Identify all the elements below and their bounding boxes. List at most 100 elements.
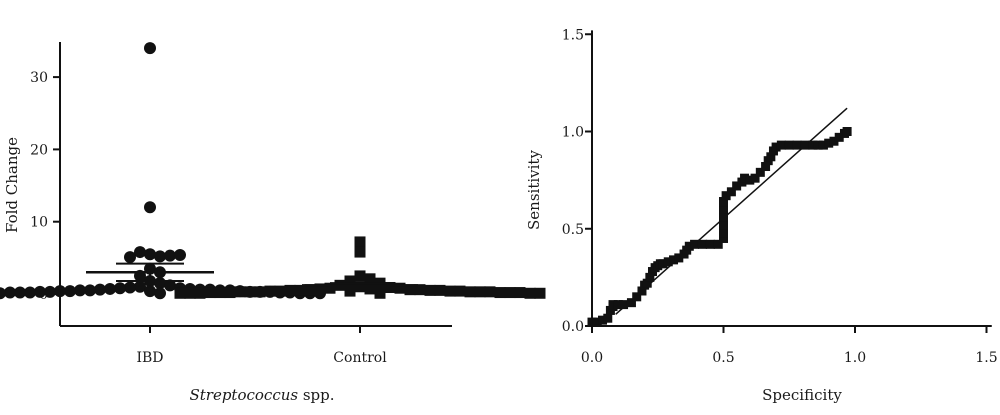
roc-data-point — [705, 239, 715, 249]
x-tick-label: IBD — [136, 350, 163, 366]
fold-change-dot-plot: 0102030IBDControlFold ChangeStreptococcu… — [0, 42, 546, 404]
roc-data-point — [842, 127, 852, 136]
roc-data-point — [719, 233, 728, 243]
roc-data-point — [834, 132, 844, 142]
ibd-data-point — [154, 287, 166, 300]
control-data-point — [464, 286, 476, 298]
control-data-point — [364, 283, 376, 295]
control-data-point — [304, 284, 316, 296]
control-data-point — [494, 287, 506, 299]
control-data-point — [484, 286, 496, 298]
control-data-point — [274, 285, 286, 297]
roc-data-point — [719, 204, 728, 214]
y-tick-label: 20 — [30, 142, 48, 158]
roc-data-point — [684, 241, 694, 251]
control-data-point — [414, 284, 426, 296]
ibd-data-point — [104, 282, 116, 295]
roc-data-point — [719, 212, 728, 222]
roc-data-point — [669, 255, 679, 265]
ibd-data-point — [124, 281, 136, 294]
ibd-data-point — [0, 287, 6, 300]
ibd-data-point — [44, 285, 56, 298]
control-data-point — [344, 275, 356, 287]
y-axis-title: Fold Change — [3, 137, 21, 233]
ibd-data-point — [64, 285, 76, 298]
roc-data-point — [697, 239, 707, 249]
roc-curve-chart: 0.0 0.5 1.0 1.5 0.0 0.5 1.0 1.5 Sensitivity Speci… — [525, 27, 998, 404]
roc-data-point — [732, 181, 742, 191]
ibd-data-point — [164, 249, 176, 262]
roc-data-point — [776, 140, 786, 150]
roc-data-point — [800, 140, 810, 150]
control-data-point — [374, 287, 386, 299]
roc-data-point — [818, 140, 828, 150]
roc-data-point — [719, 220, 728, 230]
roc-data-point — [713, 239, 723, 249]
roc-data-point — [740, 173, 750, 183]
x-tick-label: 1.5 — [975, 350, 997, 366]
ibd-data-point — [74, 284, 86, 297]
x-axis-title-suffix: spp. — [298, 386, 334, 404]
y-tick-label: 10 — [30, 215, 48, 231]
x-axis-title-genus: Streptococcus — [189, 386, 298, 404]
ibd-data-point — [134, 246, 146, 259]
control-data-point — [284, 284, 296, 296]
roc-data-point — [766, 152, 776, 162]
y-tick-label: 1.5 — [562, 27, 584, 43]
control-data-point — [444, 285, 456, 297]
control-data-point — [434, 284, 446, 296]
roc-data-point — [784, 140, 794, 150]
control-data-point — [354, 270, 366, 282]
ibd-data-point — [84, 284, 96, 297]
x-tick-label: 0.0 — [581, 350, 603, 366]
roc-data-point — [771, 142, 781, 152]
control-data-point — [234, 286, 246, 298]
control-data-point — [314, 283, 326, 295]
ibd-data-point — [174, 248, 186, 261]
control-data-point — [224, 287, 236, 299]
roc-data-point — [726, 187, 736, 197]
roc-data-point — [645, 272, 655, 282]
roc-data-point — [608, 300, 618, 310]
ibd-data-point — [54, 285, 66, 298]
control-data-point — [514, 287, 526, 299]
control-data-point — [524, 287, 536, 299]
control-data-point — [394, 282, 406, 294]
roc-data-point — [637, 286, 647, 296]
ibd-data-point — [124, 251, 136, 264]
roc-data-point — [626, 298, 636, 308]
control-data-point — [214, 287, 226, 299]
control-data-point — [454, 285, 466, 297]
ibd-data-point — [144, 201, 156, 214]
ibd-data-point — [154, 250, 166, 263]
roc-data-point — [613, 300, 623, 310]
roc-data-point — [750, 173, 760, 183]
roc-data-point — [824, 138, 834, 148]
ibd-data-point — [24, 286, 36, 299]
y-tick-label: 1.0 — [562, 125, 584, 141]
ibd-data-point — [114, 282, 126, 295]
control-data-point — [534, 287, 546, 299]
roc-data-point — [719, 228, 728, 238]
control-data-point — [264, 285, 276, 297]
roc-data-point — [745, 175, 755, 185]
y-tick-label: 30 — [30, 70, 48, 86]
ibd-data-point — [144, 42, 156, 55]
roc-data-point — [663, 257, 673, 267]
control-data-point — [424, 284, 436, 296]
roc-data-point — [632, 292, 642, 302]
roc-data-point — [592, 317, 602, 327]
ibd-data-point — [94, 283, 106, 296]
x-axis-title: Specificity — [762, 386, 842, 404]
y-axis-title: Sensitivity — [525, 150, 543, 230]
x-tick-label: 0.5 — [712, 350, 734, 366]
ibd-data-point — [14, 286, 26, 299]
roc-data-point — [598, 315, 608, 325]
ibd-data-point — [4, 286, 16, 299]
control-data-point — [404, 284, 416, 296]
roc-data-point — [721, 191, 731, 201]
ibd-data-point — [134, 280, 146, 293]
x-tick-label: 1.0 — [844, 350, 866, 366]
control-data-point — [474, 286, 486, 298]
ibd-data-point — [34, 285, 46, 298]
